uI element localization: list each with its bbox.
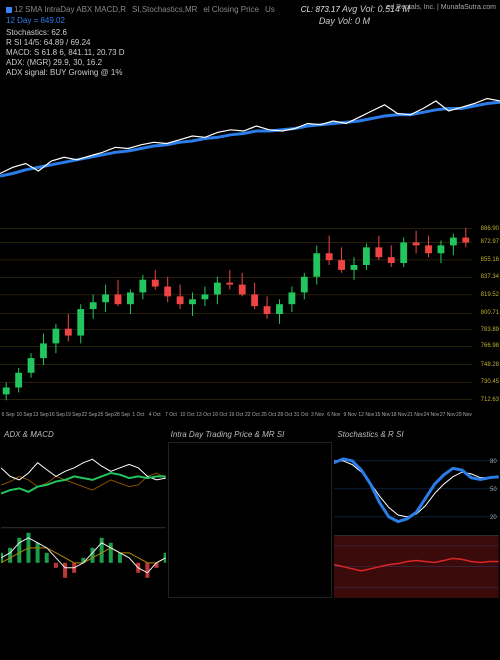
legend-3: el Closing Price xyxy=(203,4,259,15)
svg-text:80: 80 xyxy=(490,459,497,465)
y-tick-label: 872.97 xyxy=(481,239,499,245)
x-tick-label: 13 Oct xyxy=(195,412,211,426)
panel-title-right: Stochastics & R SI xyxy=(334,428,499,442)
x-tick-label: 24 Nov xyxy=(423,412,439,426)
y-tick-label: 886.90 xyxy=(481,226,499,232)
x-tick-label: 16 Sep xyxy=(49,412,65,426)
price-line-chart xyxy=(0,86,500,186)
adx-macd-panel: ADX & MACD ADX: 29.8 6 +DI: 29. xyxy=(1,428,166,598)
x-tick-label: 7 Oct xyxy=(163,412,179,426)
x-tick-label: 25 Sep xyxy=(98,412,114,426)
x-tick-label: 18 Nov xyxy=(391,412,407,426)
svg-text:20: 20 xyxy=(490,515,497,521)
rsi-line: R SI 14/5: 64.89 / 69.24 xyxy=(6,38,494,48)
x-tick-label: 4 Oct xyxy=(147,412,163,426)
x-tick-label: 29 Nov xyxy=(456,412,472,426)
x-tick-label: 21 Nov xyxy=(407,412,423,426)
panel-title-left: ADX & MACD xyxy=(1,428,166,442)
day-vol: Day Vol: 0 M xyxy=(319,16,370,26)
x-tick-label: 16 Oct xyxy=(212,412,228,426)
x-tick-label: 28 Sep xyxy=(114,412,130,426)
indicator-block: Stochastics: 62.6 R SI 14/5: 64.89 / 69.… xyxy=(0,26,500,82)
x-tick-label: 3 Nov xyxy=(309,412,325,426)
y-tick-label: 748.28 xyxy=(481,362,499,368)
y-tick-label: 712.63 xyxy=(481,397,499,403)
legend-4: Us xyxy=(265,4,275,15)
x-tick-label: 31 Oct xyxy=(293,412,309,426)
x-tick-label: 10 Sep xyxy=(16,412,32,426)
x-tick-label: 28 Oct xyxy=(277,412,293,426)
sma-value: 12 Day = 849.02 xyxy=(6,15,65,26)
x-tick-label: 1 Oct xyxy=(130,412,146,426)
x-tick-label: 15 Nov xyxy=(374,412,390,426)
x-tick-label: 22 Oct xyxy=(244,412,260,426)
adx-signal-line: ADX signal: BUY Growing @ 1% xyxy=(6,68,494,78)
x-tick-label: 25 Oct xyxy=(261,412,277,426)
avg-vol: Avg Vol: 0.514 M xyxy=(342,4,410,14)
close-price: CL: 873.17 xyxy=(301,4,340,15)
y-tick-label: 766.98 xyxy=(481,343,499,349)
x-tick-label: 19 Oct xyxy=(228,412,244,426)
intraday-panel: Intra Day Trading Price & MR SI xyxy=(168,428,333,598)
x-tick-label: 6 Sep xyxy=(0,412,16,426)
panel-title-mid: Intra Day Trading Price & MR SI xyxy=(168,428,333,442)
y-tick-label: 819.52 xyxy=(481,292,499,298)
candlestick-chart: 712.63 730.45 748.28 766.98 783.89 800.71 819.… xyxy=(0,216,500,426)
legend-2: SI,Stochastics,MR xyxy=(132,4,197,15)
stoch-line: Stochastics: 62.6 xyxy=(6,28,494,38)
x-tick-label: 10 Oct xyxy=(179,412,195,426)
x-tick-label: 27 Nov xyxy=(440,412,456,426)
adx-line: ADX: (MGR) 29.9, 30, 16.2 xyxy=(6,58,494,68)
x-tick-label: 19 Sep xyxy=(65,412,81,426)
stoch-rsi-panel: Stochastics & R SI 20 50 80 xyxy=(334,428,499,598)
legend-1: 12 SMA IntraDay ABX MACD,R xyxy=(6,4,126,15)
macd-line: MACD: S 61.8 6, 841.11, 20.73 D xyxy=(6,48,494,58)
svg-text:50: 50 xyxy=(490,487,497,493)
y-tick-label: 855.16 xyxy=(481,257,499,263)
y-tick-label: 800.71 xyxy=(481,310,499,316)
x-tick-label: 9 Nov xyxy=(342,412,358,426)
x-tick-label: 12 Nov xyxy=(358,412,374,426)
y-tick-label: 730.45 xyxy=(481,379,499,385)
y-tick-label: 837.34 xyxy=(481,274,499,280)
x-tick-label: 22 Sep xyxy=(81,412,97,426)
x-tick-label: 6 Nov xyxy=(326,412,342,426)
indicator-panels: ADX & MACD ADX: 29.8 6 +DI: 29. Intra Da… xyxy=(0,428,500,598)
y-tick-label: 783.89 xyxy=(481,327,499,333)
x-tick-label: 13 Sep xyxy=(33,412,49,426)
